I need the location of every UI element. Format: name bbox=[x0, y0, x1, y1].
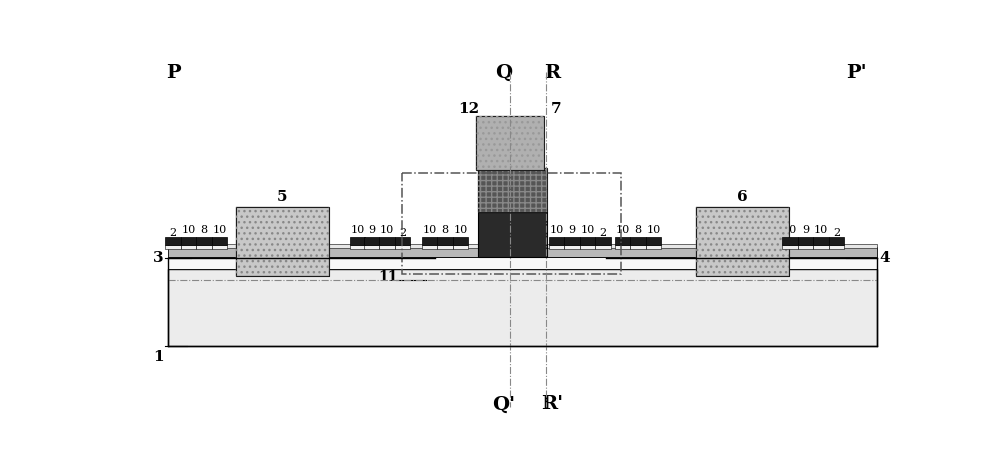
Bar bbox=[395, 245, 410, 249]
Bar bbox=[615, 245, 630, 249]
Text: 8: 8 bbox=[442, 226, 449, 235]
Text: 8: 8 bbox=[200, 226, 208, 235]
Bar bbox=[646, 245, 661, 249]
Bar bbox=[595, 236, 611, 245]
Bar bbox=[813, 245, 829, 249]
Bar bbox=[212, 236, 227, 245]
Bar bbox=[829, 245, 844, 249]
Text: 3: 3 bbox=[153, 251, 164, 265]
Text: 10: 10 bbox=[212, 226, 227, 235]
Bar bbox=[782, 236, 798, 245]
Text: 10: 10 bbox=[380, 226, 394, 235]
Bar bbox=[549, 245, 564, 249]
Text: R': R' bbox=[541, 395, 563, 414]
Bar bbox=[379, 236, 395, 245]
Text: 10: 10 bbox=[550, 226, 564, 235]
Text: P': P' bbox=[846, 64, 867, 82]
Text: 10: 10 bbox=[581, 226, 595, 235]
Bar bbox=[350, 236, 365, 245]
Text: P: P bbox=[166, 64, 180, 82]
Text: 2: 2 bbox=[600, 228, 607, 238]
Text: 10: 10 bbox=[453, 226, 468, 235]
Bar bbox=[437, 236, 453, 245]
Text: 9: 9 bbox=[569, 226, 576, 235]
Bar bbox=[379, 245, 395, 249]
Text: 10: 10 bbox=[783, 226, 797, 235]
Bar bbox=[453, 245, 468, 249]
Bar bbox=[478, 212, 547, 257]
Bar bbox=[595, 245, 611, 249]
Bar bbox=[798, 245, 813, 249]
Bar bbox=[402, 173, 621, 274]
Bar bbox=[350, 245, 365, 249]
Bar bbox=[165, 236, 181, 245]
Text: 10: 10 bbox=[646, 226, 661, 235]
Bar bbox=[395, 236, 410, 245]
Bar bbox=[168, 244, 877, 248]
Text: R: R bbox=[544, 64, 560, 82]
Bar bbox=[564, 236, 580, 245]
Text: 10: 10 bbox=[422, 226, 437, 235]
Text: 10: 10 bbox=[814, 226, 828, 235]
Bar bbox=[181, 236, 196, 245]
Bar bbox=[236, 206, 329, 276]
Bar bbox=[646, 236, 661, 245]
Text: Q': Q' bbox=[492, 395, 516, 414]
Bar bbox=[615, 236, 630, 245]
Bar bbox=[422, 236, 437, 245]
Text: 6: 6 bbox=[737, 190, 748, 204]
Text: 9: 9 bbox=[368, 226, 375, 235]
Bar bbox=[364, 245, 379, 249]
Bar bbox=[696, 206, 789, 276]
Bar bbox=[630, 236, 646, 245]
Bar bbox=[580, 236, 595, 245]
Bar bbox=[364, 236, 379, 245]
Text: 9: 9 bbox=[802, 226, 809, 235]
Bar bbox=[580, 245, 595, 249]
Bar bbox=[168, 247, 877, 257]
Text: 4: 4 bbox=[879, 251, 890, 265]
Text: 5: 5 bbox=[277, 190, 288, 204]
Bar bbox=[829, 236, 844, 245]
Text: 2: 2 bbox=[399, 228, 406, 238]
Bar bbox=[165, 245, 181, 249]
Text: 12: 12 bbox=[458, 102, 479, 116]
Text: 2: 2 bbox=[169, 228, 177, 238]
Bar bbox=[549, 236, 564, 245]
Bar bbox=[196, 236, 212, 245]
Text: 10: 10 bbox=[615, 226, 630, 235]
Text: 10: 10 bbox=[350, 226, 365, 235]
Bar bbox=[782, 245, 798, 249]
Bar bbox=[478, 168, 547, 212]
Text: 10: 10 bbox=[181, 226, 196, 235]
Bar bbox=[476, 117, 544, 170]
Bar bbox=[181, 245, 196, 249]
Text: 2: 2 bbox=[833, 228, 840, 238]
Bar bbox=[476, 117, 544, 170]
Bar bbox=[196, 245, 212, 249]
Bar bbox=[168, 269, 877, 346]
Bar bbox=[168, 257, 877, 269]
Bar bbox=[212, 245, 227, 249]
Text: Q: Q bbox=[495, 64, 513, 82]
Text: 11: 11 bbox=[379, 270, 398, 283]
Bar bbox=[453, 236, 468, 245]
Bar bbox=[236, 206, 329, 276]
Bar bbox=[813, 236, 829, 245]
Bar bbox=[478, 168, 547, 212]
Bar bbox=[630, 245, 646, 249]
Text: 1: 1 bbox=[153, 350, 164, 364]
Bar bbox=[437, 245, 453, 249]
Bar bbox=[798, 236, 813, 245]
Bar bbox=[696, 206, 789, 276]
Text: 7: 7 bbox=[551, 102, 561, 116]
Bar bbox=[564, 245, 580, 249]
Text: 8: 8 bbox=[634, 226, 642, 235]
Bar bbox=[422, 245, 437, 249]
